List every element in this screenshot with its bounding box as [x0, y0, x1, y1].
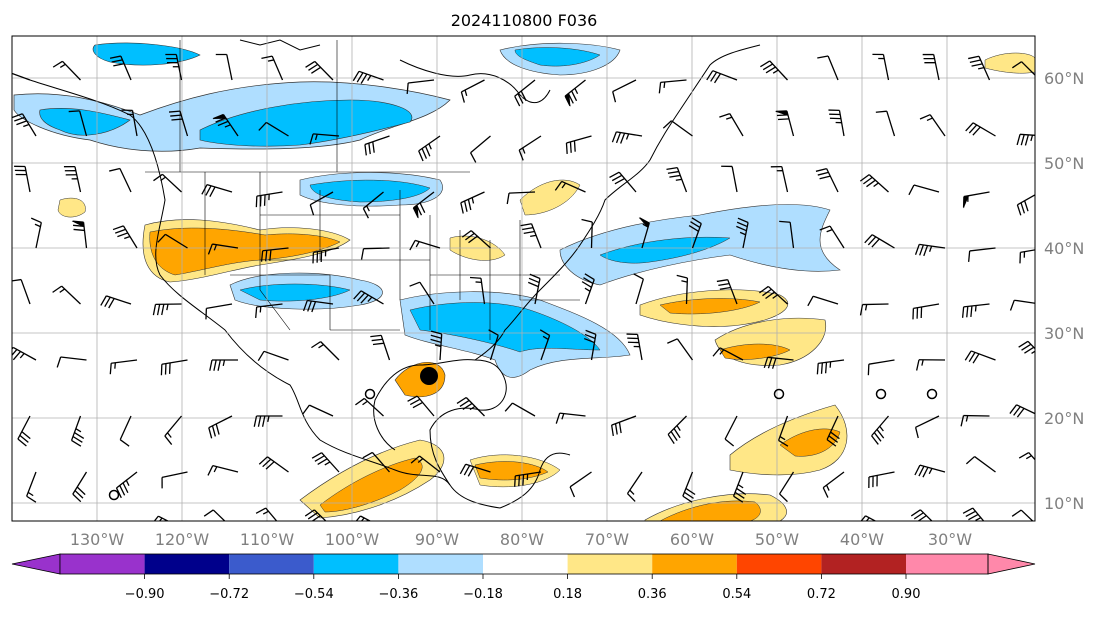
location-marker [420, 367, 438, 385]
lat-label: 30°N [1044, 324, 1084, 343]
lon-label: 30°W [928, 530, 972, 549]
lon-label: 90°W [415, 530, 459, 549]
lat-label: 40°N [1044, 239, 1084, 258]
lat-label: 20°N [1044, 409, 1084, 428]
lat-label: 10°N [1044, 494, 1084, 513]
colorbar-tick-label: 0.72 [807, 587, 836, 602]
colorbar-segment [60, 554, 145, 574]
colorbar-tick-label: −0.54 [294, 587, 334, 602]
wind-barb [719, 528, 737, 556]
wind-barb [461, 528, 485, 549]
colorbar-tick-label: 0.54 [722, 587, 751, 602]
lon-label: 60°W [670, 530, 714, 549]
colorbar-tick-label: −0.36 [378, 587, 418, 602]
wind-barb [13, 528, 30, 556]
anomaly-area-positive [58, 198, 85, 217]
colorbar-segment [145, 554, 230, 574]
colorbar-segment [229, 554, 314, 574]
lon-label: 40°W [840, 530, 884, 549]
colorbar-tick-label: −0.18 [463, 587, 503, 602]
lon-label: 130°W [70, 530, 125, 549]
lon-label: 110°W [240, 530, 295, 549]
map-title: 2024110800 F036 [451, 11, 598, 30]
lon-label: 50°W [755, 530, 799, 549]
colorbar: −0.90 −0.72 −0.54 −0.36 −0.18 0.18 0.36 … [12, 554, 1035, 602]
lat-label: 50°N [1044, 154, 1084, 173]
latitude-labels: 60°N 50°N 40°N 30°N 20°N 10°N [1044, 69, 1084, 513]
colorbar-segment [483, 554, 568, 574]
colorbar-ticks [145, 574, 906, 579]
colorbar-segment [314, 554, 399, 574]
colorbar-segment [906, 554, 988, 574]
colorbar-extend-low [12, 554, 60, 574]
colorbar-segment [652, 554, 737, 574]
colorbar-extend-high [988, 554, 1035, 574]
map-area [0, 36, 1046, 558]
colorbar-tick-label: −0.72 [209, 587, 249, 602]
colorbar-segment [568, 554, 653, 574]
colorbar-tick-label: 0.18 [553, 587, 582, 602]
colorbar-segment [398, 554, 483, 574]
colorbar-segment [821, 554, 906, 574]
lat-label: 60°N [1044, 69, 1084, 88]
lon-label: 100°W [325, 530, 380, 549]
longitude-labels: 130°W 120°W 110°W 100°W 90°W 80°W 70°W 6… [70, 530, 972, 549]
lon-label: 80°W [500, 530, 544, 549]
lon-label: 120°W [155, 530, 210, 549]
colorbar-segment [737, 554, 822, 574]
colorbar-tick-labels: −0.90 −0.72 −0.54 −0.36 −0.18 0.18 0.36 … [125, 587, 921, 602]
colorbar-tick-label: 0.90 [892, 587, 921, 602]
lon-label: 70°W [585, 530, 629, 549]
colorbar-tick-label: 0.36 [638, 587, 667, 602]
colorbar-tick-label: −0.90 [125, 587, 165, 602]
wind-barb [809, 526, 838, 537]
